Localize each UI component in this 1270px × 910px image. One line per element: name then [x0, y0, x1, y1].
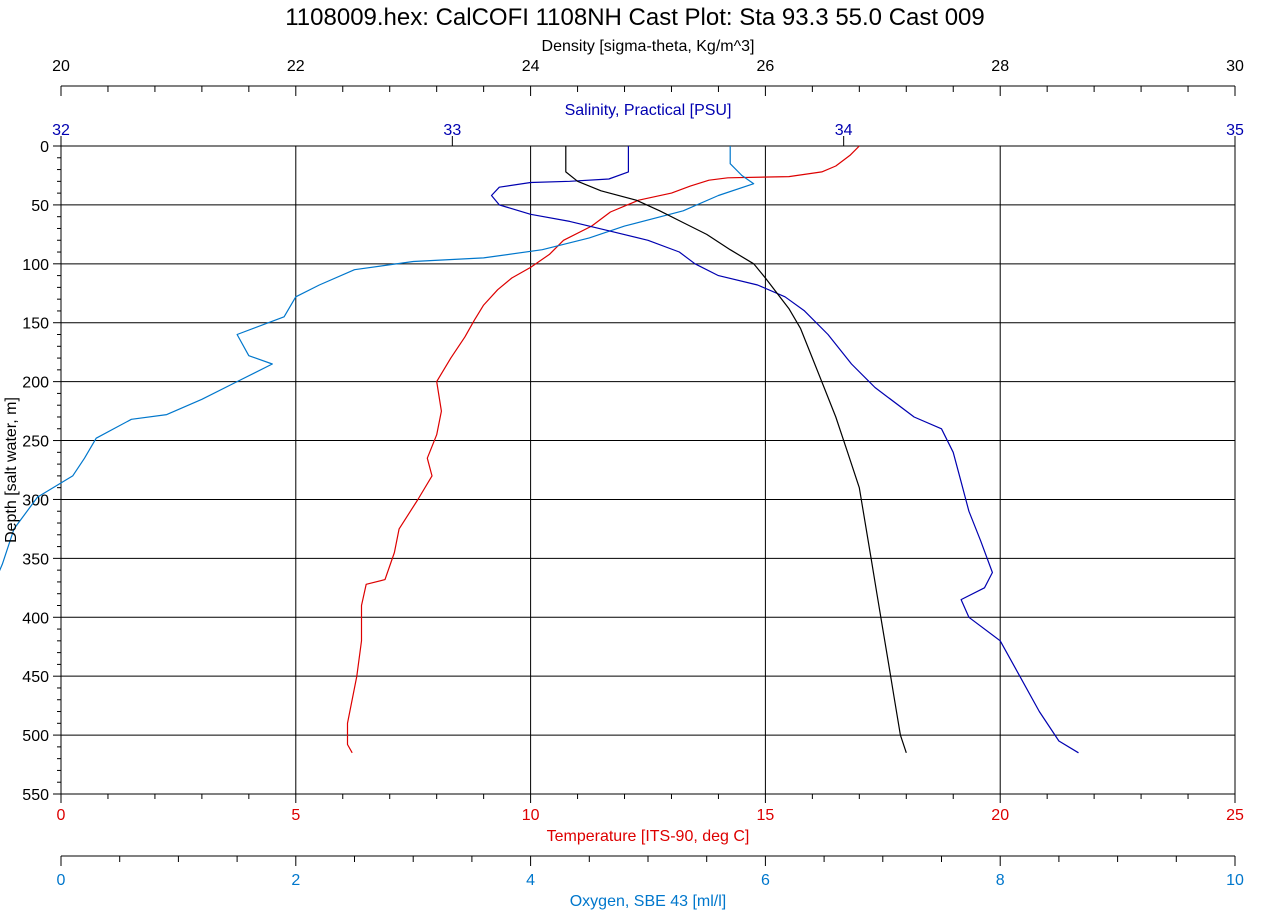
y-tick-label: 450 [22, 669, 49, 686]
y-tick-label: 300 [22, 492, 49, 509]
y-tick-label: 100 [22, 257, 49, 274]
temperature-tick-label: 5 [291, 807, 300, 824]
grid-lines [61, 146, 1235, 794]
y-axis-label: Depth [salt water, m] [3, 397, 20, 543]
density-axis-title: Density [sigma-theta, Kg/m^3] [542, 38, 755, 55]
temperature-tick-label: 0 [57, 807, 66, 824]
temperature-tick-label: 10 [522, 807, 540, 824]
salinity-tick-label: 35 [1226, 122, 1244, 139]
density-tick-label: 30 [1226, 58, 1244, 75]
y-tick-label: 400 [22, 610, 49, 627]
y-tick-label: 0 [40, 139, 49, 156]
oxygen-tick-label: 0 [57, 872, 66, 889]
oxygen-tick-label: 6 [761, 872, 770, 889]
oxygen-tick-label: 10 [1226, 872, 1244, 889]
y-tick-label: 500 [22, 728, 49, 745]
y-tick-label: 50 [31, 198, 49, 215]
salinity-tick-label: 34 [835, 122, 853, 139]
oxygen-tick-label: 4 [526, 872, 535, 889]
y-tick-label: 350 [22, 551, 49, 568]
temperature-tick-label: 20 [991, 807, 1009, 824]
data-curves [0, 145, 1079, 754]
oxygen-tick-label: 8 [996, 872, 1005, 889]
salinity-profile-line [490, 146, 1079, 754]
salinity-tick-label: 33 [443, 122, 461, 139]
temperature-tick-label: 15 [757, 807, 775, 824]
y-tick-label: 200 [22, 375, 49, 392]
salinity-axis-title: Salinity, Practical [PSU] [565, 102, 732, 119]
salinity-tick-label: 32 [52, 122, 70, 139]
y-tick-label: 550 [22, 787, 49, 804]
oxygen-axis-title: Oxygen, SBE 43 [ml/l] [570, 893, 727, 910]
density-tick-label: 20 [52, 58, 70, 75]
y-tick-label: 250 [22, 434, 49, 451]
temperature-tick-label: 25 [1226, 807, 1244, 824]
plot-frame [60, 145, 1236, 795]
y-tick-label: 150 [22, 316, 49, 333]
density-tick-label: 22 [287, 58, 305, 75]
density-tick-label: 24 [522, 58, 540, 75]
density-tick-label: 26 [757, 58, 775, 75]
temperature-axis-title: Temperature [ITS-90, deg C] [547, 828, 750, 845]
temperature-profile-line [346, 145, 860, 754]
chart-title: 1108009.hex: CalCOFI 1108NH Cast Plot: S… [285, 4, 985, 31]
oxygen-tick-label: 2 [291, 872, 300, 889]
density-profile-line [565, 146, 907, 753]
density-tick-label: 28 [991, 58, 1009, 75]
oxygen-profile-line [0, 146, 755, 572]
